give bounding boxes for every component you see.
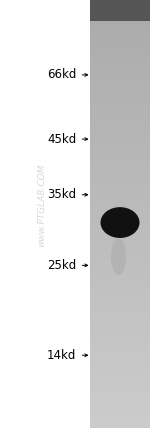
Text: 14kd: 14kd <box>47 349 76 362</box>
Text: 45kd: 45kd <box>47 133 76 146</box>
Bar <box>90 0 150 21</box>
Text: 66kd: 66kd <box>47 68 76 81</box>
Ellipse shape <box>111 239 126 275</box>
Text: 35kd: 35kd <box>47 188 76 201</box>
Text: www.PTGLAB.COM: www.PTGLAB.COM <box>38 163 46 247</box>
Text: 25kd: 25kd <box>47 259 76 272</box>
Ellipse shape <box>100 207 140 238</box>
